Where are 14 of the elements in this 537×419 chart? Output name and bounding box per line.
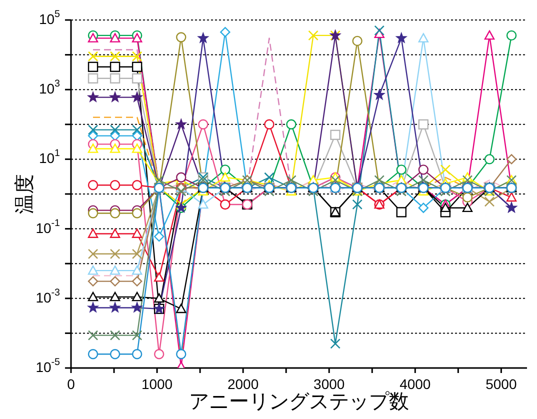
x-tick-label: 4000	[400, 376, 431, 392]
y-axis-title: 温度	[12, 174, 36, 214]
x-tick-label: 0	[67, 376, 76, 392]
x-tick-label: 1000	[141, 376, 173, 392]
x-tick-label: 5000	[486, 376, 517, 392]
x-tick-label: 3000	[314, 376, 345, 392]
y-tick-label: 10$^{3}$	[38, 78, 61, 96]
y-tick-label: 10$^{1}$	[38, 148, 60, 166]
y-tick-label: 10$^{5}$	[38, 9, 61, 27]
y-tick-label: 10$^{-5}$	[36, 357, 61, 375]
x-tick-label: 2000	[227, 376, 259, 392]
x-axis-title: アニーリングステップ数	[189, 389, 409, 413]
y-tick-label: 10$^{-3}$	[36, 287, 61, 306]
y-tick-label: 10$^{-1}$	[36, 218, 60, 236]
